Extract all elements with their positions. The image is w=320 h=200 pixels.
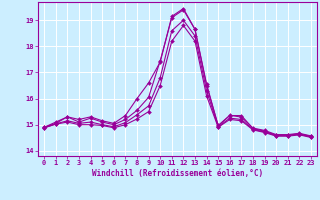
X-axis label: Windchill (Refroidissement éolien,°C): Windchill (Refroidissement éolien,°C) xyxy=(92,169,263,178)
